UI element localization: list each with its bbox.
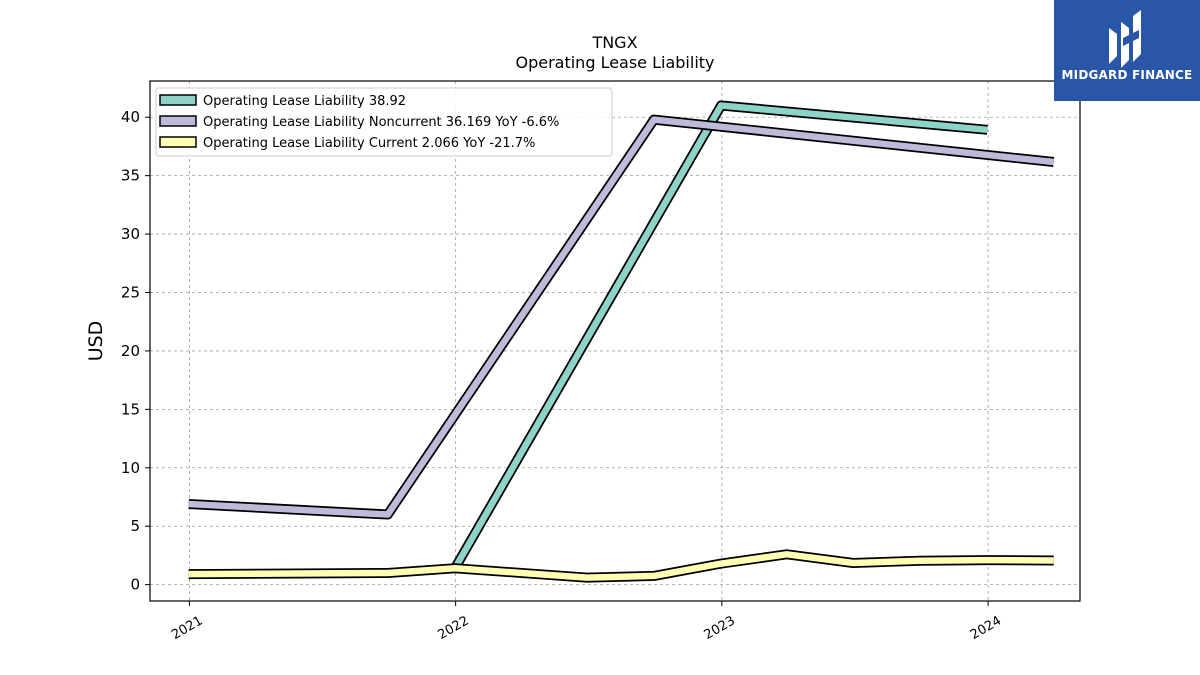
series-line (188, 551, 1054, 581)
y-tick-label: 40 (121, 108, 140, 126)
series-line (452, 102, 988, 570)
x-tick-label: 2021 (169, 613, 205, 643)
logo-mark-icon (1109, 10, 1141, 68)
series-line-outline (188, 114, 1055, 520)
y-tick-label: 15 (121, 400, 140, 418)
legend-box (155, 87, 613, 157)
series-line (188, 116, 1055, 518)
y-tick-label: 35 (121, 167, 140, 185)
legend-entry-label: Operating Lease Liability Noncurrent 36.… (203, 115, 559, 130)
y-tick-label: 10 (121, 459, 140, 477)
y-axis: 0 5 10 15 20 25 30 35 40 (121, 108, 150, 594)
grid-lines (150, 81, 1080, 601)
y-tick-label: 25 (121, 284, 140, 302)
x-axis: 2021 2022 2023 2024 (169, 601, 1004, 643)
brand-logo: MIDGARD FINANCE (1054, 0, 1200, 101)
y-tick-label: 0 (130, 576, 140, 594)
y-tick-label: 20 (121, 342, 140, 360)
x-tick-label: 2024 (968, 613, 1004, 643)
legend-swatch (159, 94, 197, 106)
x-tick-label: 2022 (435, 613, 471, 643)
series-layer (188, 100, 1055, 583)
legend: Operating Lease Liability 38.92 Operating… (155, 87, 613, 157)
legend-entry-label: Operating Lease Liability 38.92 (203, 94, 406, 109)
y-tick-label: 30 (121, 225, 140, 243)
y-axis-label: USD (85, 321, 107, 362)
y-tick-label: 5 (130, 517, 140, 535)
plot-area-frame (149, 80, 1081, 602)
x-tick-label: 2023 (702, 613, 738, 643)
brand-logo-text: MIDGARD FINANCE (1061, 68, 1193, 82)
series-line-outline (450, 100, 988, 571)
legend-swatch (159, 136, 197, 148)
chart-subtitle: Operating Lease Liability (515, 53, 714, 72)
legend-entry-label: Operating Lease Liability Current 2.066 … (203, 136, 535, 151)
legend-swatch (159, 115, 197, 127)
chart-title: TNGX (591, 33, 637, 52)
